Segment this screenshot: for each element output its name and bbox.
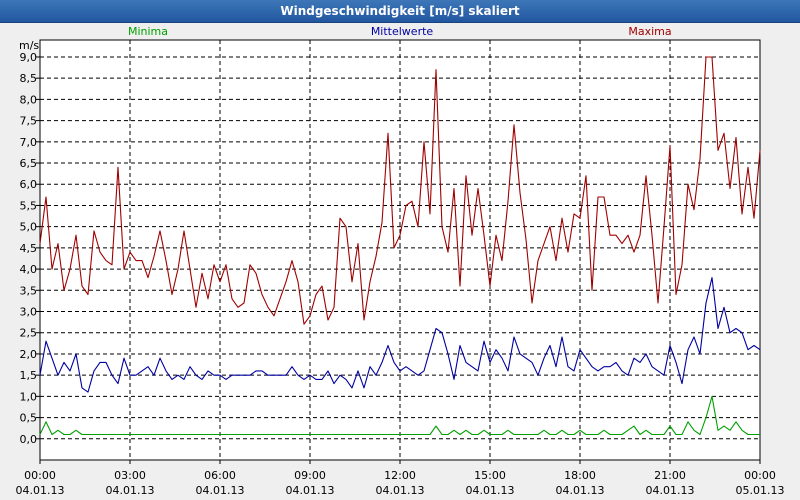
x-tick-time: 06:00	[204, 469, 236, 482]
x-tick-date: 04.01.13	[556, 484, 605, 497]
x-tick-date: 04.01.13	[286, 484, 335, 497]
y-tick-label: 0,0	[20, 433, 38, 446]
x-tick-time: 12:00	[384, 469, 416, 482]
y-tick-label: 3,5	[20, 284, 38, 297]
y-tick-label: 1,0	[20, 390, 38, 403]
y-tick-label: 2,5	[20, 327, 38, 340]
x-tick-time: 21:00	[654, 469, 686, 482]
x-tick-date: 04.01.13	[196, 484, 245, 497]
x-tick-date: 05.01.13	[736, 484, 785, 497]
legend-maxima: Maxima	[628, 25, 671, 38]
y-tick-label: 7,0	[20, 136, 38, 149]
y-tick-label: 4,0	[20, 263, 38, 276]
legend-minima: Minima	[128, 25, 168, 38]
x-tick-time: 03:00	[114, 469, 146, 482]
x-tick-time: 00:00	[744, 469, 776, 482]
y-tick-label: 3,0	[20, 306, 38, 319]
x-tick-date: 04.01.13	[646, 484, 695, 497]
minima-line	[39, 395, 760, 436]
maxima-line	[39, 56, 761, 325]
y-tick-label: 9,0	[20, 51, 38, 64]
y-tick-label: 8,5	[20, 72, 38, 85]
x-tick-time: 18:00	[564, 469, 596, 482]
mittelwerte-line	[39, 277, 761, 393]
y-axis-unit: m/s	[19, 39, 39, 52]
x-tick-date: 04.01.13	[16, 484, 65, 497]
x-tick-date: 04.01.13	[466, 484, 515, 497]
y-tick-label: 0,5	[20, 412, 38, 425]
x-tick-time: 15:00	[474, 469, 506, 482]
y-tick-label: 7,5	[20, 115, 38, 128]
y-tick-label: 6,0	[20, 178, 38, 191]
x-tick-date: 04.01.13	[376, 484, 425, 497]
legend-mittelwerte: Mittelwerte	[371, 25, 434, 38]
y-tick-label: 4,5	[20, 242, 38, 255]
y-tick-label: 1,5	[20, 369, 38, 382]
y-tick-label: 5,5	[20, 199, 38, 212]
y-tick-label: 5,0	[20, 221, 38, 234]
title-bar: Windgeschwindigkeit [m/s] skaliert	[0, 0, 800, 23]
y-tick-label: 2,0	[20, 348, 38, 361]
x-tick-time: 09:00	[294, 469, 326, 482]
window-title: Windgeschwindigkeit [m/s] skaliert	[280, 4, 520, 18]
y-tick-label: 8,0	[20, 93, 38, 106]
x-tick-time: 00:00	[24, 469, 56, 482]
y-tick-label: 6,5	[20, 157, 38, 170]
x-tick-date: 04.01.13	[106, 484, 155, 497]
